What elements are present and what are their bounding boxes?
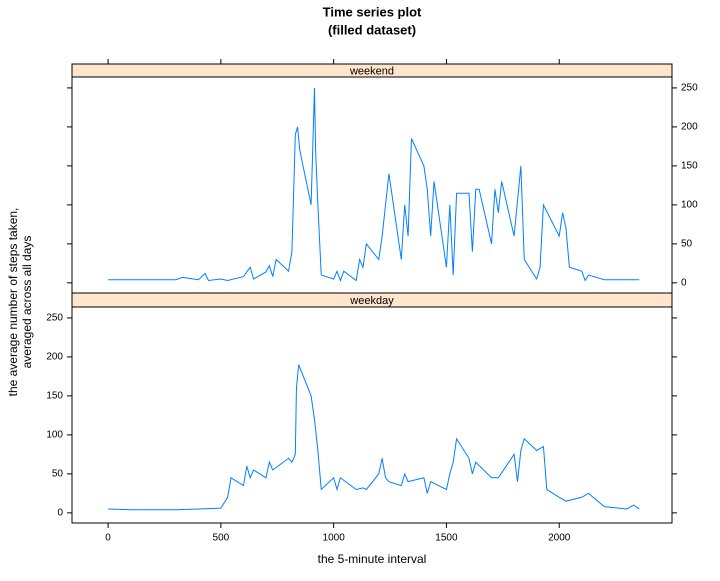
x-tick-label: 500 [213,533,230,544]
y-tick-label: 250 [46,313,63,324]
y-tick-label: 150 [681,161,698,172]
y-axis-label: the average number of steps taken, [6,208,20,397]
x-tick-label: 0 [105,533,111,544]
y-tick-label: 200 [46,352,63,363]
series-line [108,364,640,511]
x-axis-label: the 5-minute interval [318,552,427,566]
y-tick-label: 0 [681,278,687,289]
y-tick-label: 250 [681,83,698,94]
chart-subtitle: (filled dataset) [328,22,416,37]
strip-label: weekend [349,65,394,77]
x-tick-label: 1500 [435,533,458,544]
panel [71,76,673,294]
strip-label: weekday [349,295,394,307]
x-tick-label: 1000 [323,533,346,544]
y-tick-label: 50 [52,469,64,480]
x-tick-label: 2000 [548,533,571,544]
y-tick-label: 200 [681,122,698,133]
y-tick-label: 150 [46,391,63,402]
y-tick-label: 50 [681,239,693,250]
y-tick-label: 100 [46,430,63,441]
series-line [108,87,640,282]
y-tick-label: 100 [681,200,698,211]
y-axis-label: averaged across all days [20,236,34,369]
chart-title: Time series plot [323,4,422,19]
y-tick-label: 0 [57,508,63,519]
panel [71,306,673,524]
